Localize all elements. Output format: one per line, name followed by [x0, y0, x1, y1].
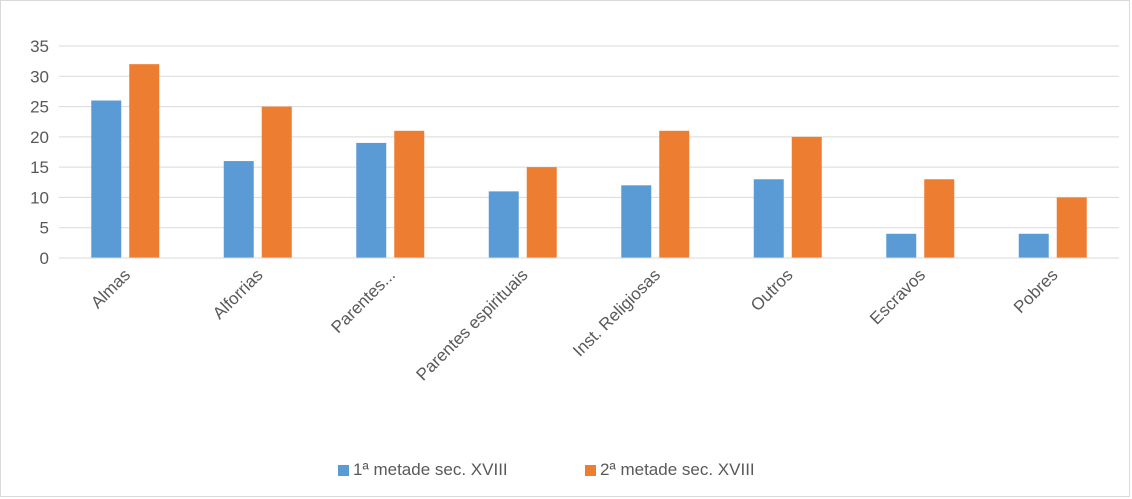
y-tick-label: 5	[40, 219, 49, 238]
x-category-label: Parentes espirituais	[413, 265, 532, 384]
y-tick-label: 30	[30, 67, 49, 86]
bar-second-half-2	[394, 130, 425, 258]
x-category-label: Outros	[747, 265, 797, 315]
legend: 1ª metade sec. XVIII 2ª metade sec. XVIII	[338, 460, 755, 479]
y-axis-ticks: 0 5 10 15 20 25 30 35	[30, 37, 49, 268]
bars	[91, 64, 1087, 258]
bar-second-half-3	[526, 167, 557, 258]
legend-label-1: 2ª metade sec. XVIII	[600, 460, 755, 479]
bar-second-half-0	[129, 64, 160, 258]
bar-first-half-6	[886, 233, 917, 258]
y-tick-label: 15	[30, 158, 49, 177]
bar-first-half-3	[488, 191, 519, 258]
legend-label-0: 1ª metade sec. XVIII	[353, 460, 508, 479]
y-tick-label: 0	[40, 249, 49, 268]
x-category-label: Pobres	[1010, 265, 1062, 317]
bar-first-half-1	[223, 161, 254, 258]
bar-first-half-0	[91, 100, 122, 258]
bar-second-half-6	[924, 179, 955, 258]
legend-swatch-0	[338, 465, 349, 476]
x-category-label: Inst. Religiosas	[569, 265, 664, 360]
x-category-label: Parentes...	[328, 265, 400, 337]
bar-first-half-2	[356, 142, 387, 258]
bar-second-half-4	[659, 130, 690, 258]
y-tick-label: 10	[30, 188, 49, 207]
bar-first-half-5	[753, 179, 784, 258]
x-category-label: Escravos	[866, 265, 929, 328]
x-category-label: Alforrias	[209, 265, 267, 323]
bar-first-half-4	[621, 185, 652, 258]
bar-second-half-5	[791, 136, 822, 258]
gridlines	[59, 45, 1119, 229]
y-tick-label: 20	[30, 128, 49, 147]
x-category-label: Almas	[87, 265, 134, 312]
legend-swatch-1	[585, 465, 596, 476]
bar-first-half-7	[1018, 233, 1049, 258]
x-axis-category-labels: Almas Alforrias Parentes... Parentes espiri…	[87, 265, 1061, 384]
bar-second-half-7	[1056, 197, 1087, 258]
y-tick-label: 35	[30, 37, 49, 56]
y-tick-label: 25	[30, 98, 49, 117]
bar-second-half-1	[261, 106, 292, 258]
